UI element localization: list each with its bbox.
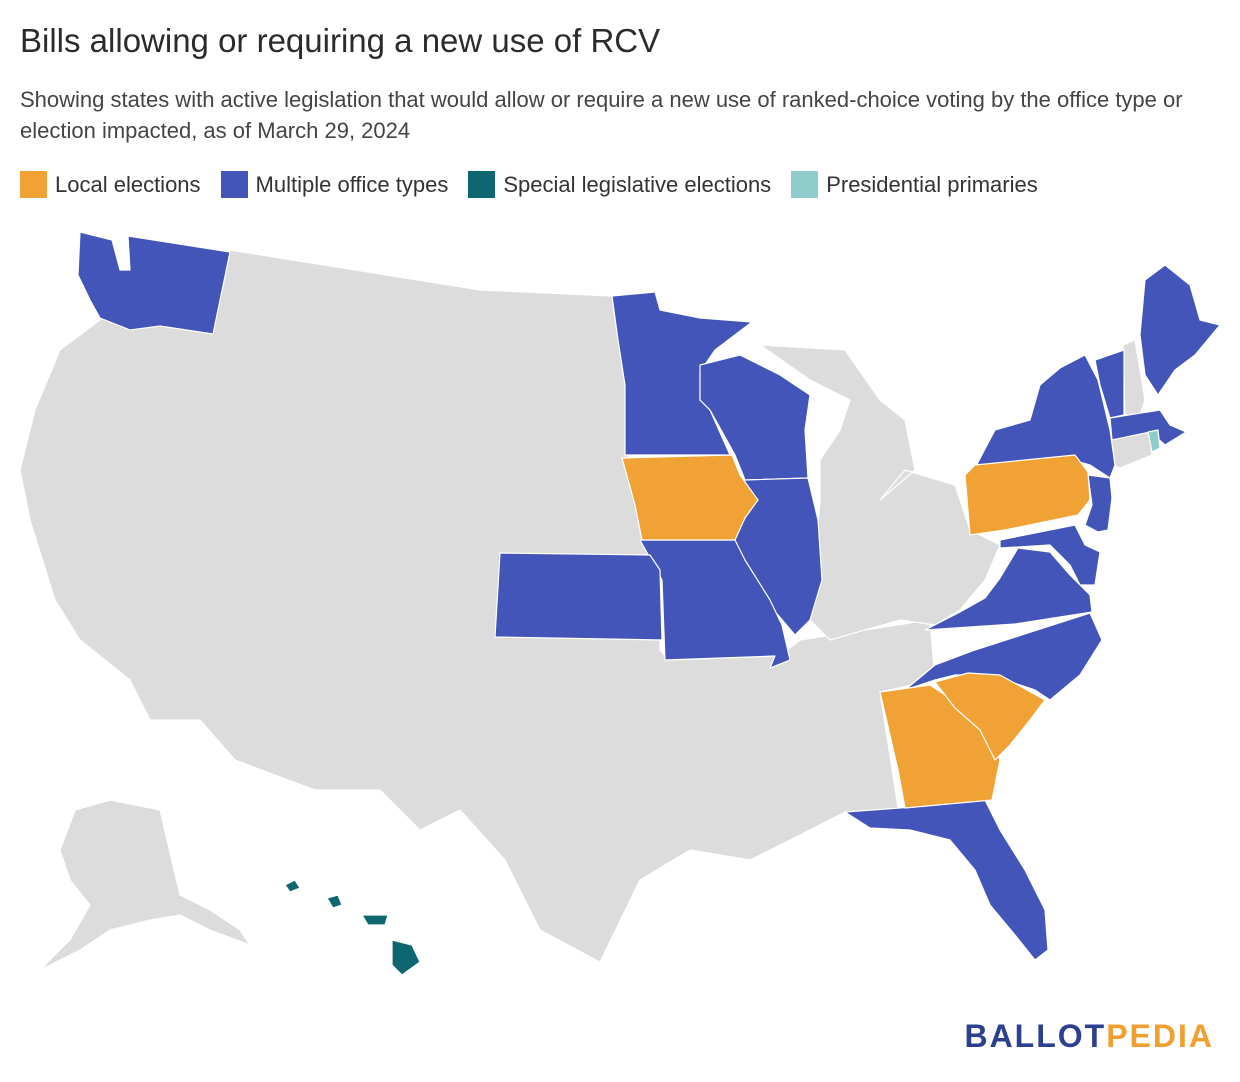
chart-title: Bills allowing or requiring a new use of…: [20, 22, 661, 59]
legend-label-presidential: Presidential primaries: [826, 171, 1038, 197]
hawaii-oahu: [326, 894, 343, 909]
kansas: [494, 552, 663, 641]
new-york: [974, 354, 1116, 479]
ballotpedia-logo: BALLOTPEDIA: [964, 1018, 1214, 1055]
multiple-office-states: [77, 231, 1221, 961]
legend-item-presidential: Presidential primaries: [791, 171, 1038, 198]
alaska: [39, 799, 251, 971]
legend: Local elections Multiple office types Sp…: [20, 171, 1058, 198]
chart-subtitle: Showing states with active legislation t…: [20, 87, 1183, 143]
virginia: [924, 547, 1093, 631]
new-jersey: [1084, 474, 1113, 533]
legend-label-multiple: Multiple office types: [255, 171, 449, 197]
maine: [1139, 264, 1221, 396]
legend-swatch-presidential: [791, 171, 819, 198]
local-election-states: [621, 454, 1091, 809]
new-hampshire: [1122, 339, 1146, 416]
presidential-primary-states: [1147, 429, 1161, 453]
legend-swatch-multiple: [220, 171, 248, 198]
hawaii-maui: [361, 914, 389, 926]
legend-swatch-special: [468, 171, 496, 198]
pennsylvania: [964, 454, 1091, 536]
legend-label-local: Local elections: [55, 171, 201, 197]
south-carolina: [934, 672, 1046, 761]
us-map: [0, 220, 1240, 1000]
washington: [77, 231, 231, 335]
hawaii-kauai: [284, 879, 301, 893]
hawaii-big-island: [391, 939, 421, 976]
legend-item-multiple: Multiple office types: [220, 171, 449, 198]
massachusetts: [1109, 409, 1187, 446]
logo-part-ballot: BALLOT: [964, 1018, 1107, 1054]
legend-swatch-local: [20, 171, 47, 198]
legend-item-local: Local elections: [20, 171, 201, 198]
legend-item-special: Special legislative elections: [468, 171, 771, 198]
logo-part-pedia: PEDIA: [1106, 1018, 1214, 1054]
north-carolina: [904, 612, 1103, 701]
legend-label-special: Special legislative elections: [503, 171, 772, 197]
maryland-delaware: [999, 524, 1101, 586]
missouri: [639, 539, 791, 669]
rhode-island: [1147, 429, 1161, 453]
florida: [844, 799, 1049, 961]
iowa: [621, 454, 759, 541]
special-legislative-states: [284, 879, 421, 976]
